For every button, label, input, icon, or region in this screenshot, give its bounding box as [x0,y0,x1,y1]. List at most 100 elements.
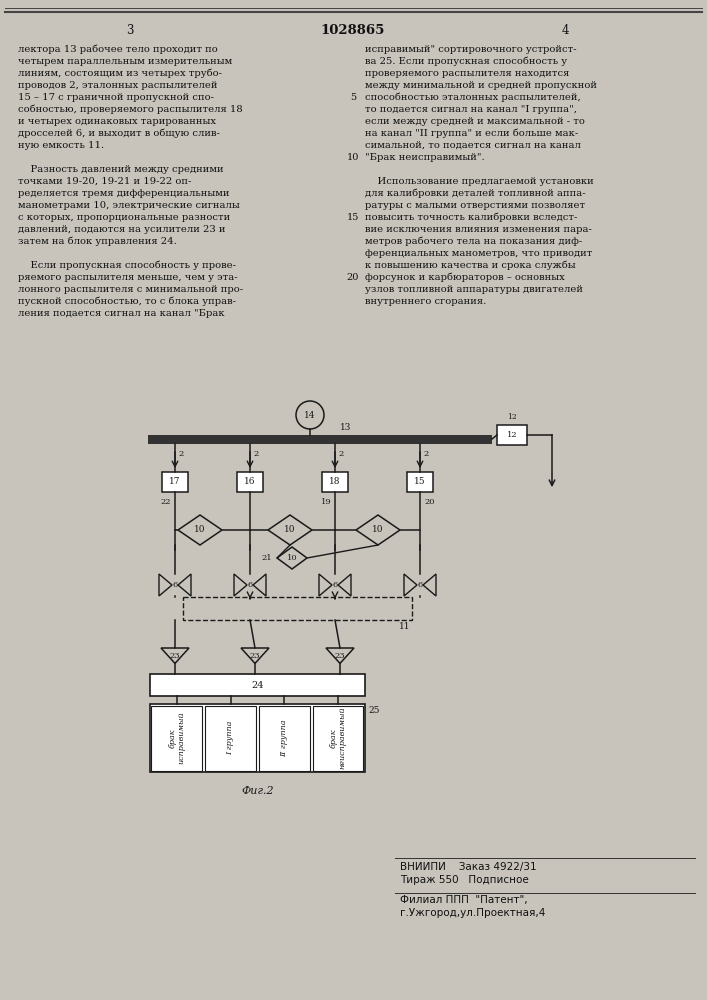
Text: на канал "II группа" и если больше мак-: на канал "II группа" и если больше мак- [365,129,578,138]
Text: лонного распылителя с минимальной про-: лонного распылителя с минимальной про- [18,285,243,294]
Text: между минимальной и средней пропускной: между минимальной и средней пропускной [365,81,597,90]
Text: 12: 12 [507,431,518,439]
Text: ную емкость 11.: ную емкость 11. [18,141,104,150]
Text: 15: 15 [414,478,426,487]
Text: с которых, пропорциональные разности: с которых, пропорциональные разности [18,213,230,222]
Text: 6: 6 [417,581,423,589]
Text: внутреннего сгорания.: внутреннего сгорания. [365,297,486,306]
Text: 10: 10 [286,554,298,562]
Text: Если пропускная способность у прове-: Если пропускная способность у прове- [18,261,236,270]
Text: 17: 17 [169,478,181,487]
Text: Использование предлагаемой установки: Использование предлагаемой установки [365,177,594,186]
Text: 10: 10 [373,526,384,534]
Text: метров рабочего тела на показания диф-: метров рабочего тела на показания диф- [365,237,583,246]
Text: и четырех одинаковых тарированных: и четырех одинаковых тарированных [18,117,216,126]
Text: пускной способностью, то с блока управ-: пускной способностью, то с блока управ- [18,297,236,306]
Text: 19: 19 [321,498,332,506]
Text: линиям, состоящим из четырех трубо-: линиям, состоящим из четырех трубо- [18,69,222,79]
FancyBboxPatch shape [205,706,256,770]
Text: 20: 20 [347,273,359,282]
Text: брак
неисправимый: брак неисправимый [329,707,346,769]
Text: 21: 21 [262,554,272,562]
Text: проверяемого распылителя находится: проверяемого распылителя находится [365,69,569,78]
Text: 1028865: 1028865 [321,23,385,36]
Text: к повышению качества и срока службы: к повышению качества и срока службы [365,261,575,270]
Text: для калибровки деталей топливной аппа-: для калибровки деталей топливной аппа- [365,189,585,198]
FancyBboxPatch shape [150,674,365,696]
Text: повысить точность калибровки вследст-: повысить точность калибровки вследст- [365,213,578,223]
Text: 22: 22 [160,498,171,506]
Text: 6: 6 [332,581,338,589]
Text: 25: 25 [368,706,380,715]
Text: II группа: II группа [281,719,288,757]
Text: то подается сигнал на канал "I группа",: то подается сигнал на канал "I группа", [365,105,577,114]
Text: ределяется тремя дифференциальными: ределяется тремя дифференциальными [18,189,230,198]
Text: 12: 12 [507,413,517,421]
Text: ления подается сигнал на канал "Брак: ления подается сигнал на канал "Брак [18,309,225,318]
Text: вие исключения влияния изменения пара-: вие исключения влияния изменения пара- [365,225,592,234]
Text: дросселей 6, и выходит в общую слив-: дросселей 6, и выходит в общую слив- [18,129,220,138]
FancyBboxPatch shape [151,706,202,770]
FancyBboxPatch shape [162,472,188,492]
Text: ряемого распылителя меньше, чем у эта-: ряемого распылителя меньше, чем у эта- [18,273,238,282]
Text: ратуры с малыми отверстиями позволяет: ратуры с малыми отверстиями позволяет [365,201,585,210]
Text: 2: 2 [338,450,344,458]
FancyBboxPatch shape [497,425,527,445]
Text: если между средней и максимальной - то: если между средней и максимальной - то [365,117,585,126]
Text: ва 25. Если пропускная способность у: ва 25. Если пропускная способность у [365,57,567,66]
FancyBboxPatch shape [150,704,365,772]
Text: манометрами 10, электрические сигналы: манометрами 10, электрические сигналы [18,201,240,210]
Text: 18: 18 [329,478,341,487]
Text: Фиг.2: Фиг.2 [241,786,274,796]
Text: 23: 23 [170,652,180,660]
Text: 3: 3 [127,23,134,36]
FancyBboxPatch shape [407,472,433,492]
Text: узлов топливной аппаратуры двигателей: узлов топливной аппаратуры двигателей [365,285,583,294]
Text: Тираж 550   Подписное: Тираж 550 Подписное [400,875,529,885]
Text: 24: 24 [251,680,264,690]
Text: 20: 20 [424,498,435,506]
Text: 2: 2 [178,450,183,458]
Text: форсунок и карбюраторов – основных: форсунок и карбюраторов – основных [365,273,565,282]
Text: 15: 15 [347,213,359,222]
Text: 2: 2 [423,450,428,458]
Text: давлений, подаются на усилители 23 и: давлений, подаются на усилители 23 и [18,225,226,234]
Text: 10: 10 [284,526,296,534]
Text: брак
исправимый: брак исправимый [168,712,185,764]
FancyBboxPatch shape [312,706,363,770]
Text: ВНИИПИ    Заказ 4922/31: ВНИИПИ Заказ 4922/31 [400,862,537,872]
FancyBboxPatch shape [237,472,263,492]
Text: "Брак неисправимый".: "Брак неисправимый". [365,153,484,162]
FancyBboxPatch shape [259,706,310,770]
Text: Филиал ППП  "Патент",: Филиал ППП "Патент", [400,895,527,905]
FancyBboxPatch shape [322,472,348,492]
Text: исправимый" сортировочного устройст-: исправимый" сортировочного устройст- [365,45,577,54]
Text: четырем параллельным измерительным: четырем параллельным измерительным [18,57,233,66]
Text: 16: 16 [244,478,256,487]
Text: 13: 13 [340,423,351,432]
Text: 11: 11 [399,622,410,631]
Text: 23: 23 [334,652,345,660]
Text: 15 – 17 с граничной пропускной спо-: 15 – 17 с граничной пропускной спо- [18,93,214,102]
Text: 5: 5 [350,93,356,102]
Text: I группа: I группа [227,721,235,755]
FancyBboxPatch shape [148,435,492,444]
Text: 23: 23 [250,652,260,660]
Text: проводов 2, эталонных распылителей: проводов 2, эталонных распылителей [18,81,218,90]
Text: затем на блок управления 24.: затем на блок управления 24. [18,237,177,246]
Text: 14: 14 [304,410,316,420]
Text: 6: 6 [173,581,177,589]
Text: симальной, то подается сигнал на канал: симальной, то подается сигнал на канал [365,141,581,150]
Text: Разность давлений между средними: Разность давлений между средними [18,165,223,174]
Text: собностью, проверяемого распылителя 18: собностью, проверяемого распылителя 18 [18,105,243,114]
Text: 4: 4 [561,23,568,36]
Text: 2: 2 [253,450,258,458]
Text: 10: 10 [194,526,206,534]
Text: 6: 6 [247,581,252,589]
Text: лектора 13 рабочее тело проходит по: лектора 13 рабочее тело проходит по [18,45,218,54]
Text: г.Ужгород,ул.Проектная,4: г.Ужгород,ул.Проектная,4 [400,908,545,918]
Text: ференциальных манометров, что приводит: ференциальных манометров, что приводит [365,249,592,258]
Text: 10: 10 [347,153,359,162]
Text: точками 19-20, 19-21 и 19-22 оп-: точками 19-20, 19-21 и 19-22 оп- [18,177,192,186]
Text: способностью эталонных распылителей,: способностью эталонных распылителей, [365,93,580,103]
